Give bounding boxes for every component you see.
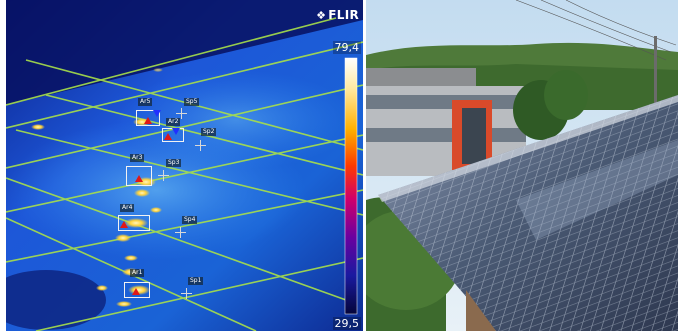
max-marker-icon [135,175,143,182]
thermal-image-panel: ❖ FLIR 79,4 29,5 Ar5 Ar2 Ar3 Ar4 Ar1 Sp5 … [6,0,363,331]
area-box-ar5 [136,110,160,126]
spot-crosshair-icon [195,140,206,151]
area-label-ar1: Ar1 [130,269,145,277]
min-marker-icon [172,128,180,135]
max-marker-icon [132,288,140,295]
flir-logo-text: FLIR [328,8,359,22]
spot-crosshair-icon [175,227,186,238]
max-marker-icon [144,117,152,124]
area-box-ar3 [126,166,152,186]
spot-label-sp3: Sp3 [166,159,182,167]
spot-crosshair-icon [181,288,192,299]
scale-max-value: 79,4 [332,41,361,54]
area-box-ar4 [118,215,150,231]
area-label-ar3: Ar3 [130,154,145,162]
area-label-ar4: Ar4 [120,204,135,212]
spot-crosshair-icon [158,170,169,181]
spot-label-sp2: Sp2 [201,128,217,136]
scale-min-value: 29,5 [332,317,361,330]
flir-logo: ❖ FLIR [316,8,359,22]
spot-label-sp4: Sp4 [182,216,198,224]
solar-photo-panel [366,0,678,331]
min-marker-icon [153,110,161,117]
area-label-ar5: Ar5 [138,98,153,106]
spot-label-sp5: Sp5 [184,98,200,106]
max-marker-icon [164,133,172,140]
spot-label-sp1: Sp1 [188,277,204,285]
spot-crosshair-icon [176,108,187,119]
max-marker-icon [120,221,128,228]
area-box-ar1 [124,282,150,298]
thermal-image [6,0,363,331]
solar-panel-photo [366,0,678,331]
flir-mark-icon: ❖ [316,9,327,22]
area-label-ar2: Ar2 [166,118,181,126]
